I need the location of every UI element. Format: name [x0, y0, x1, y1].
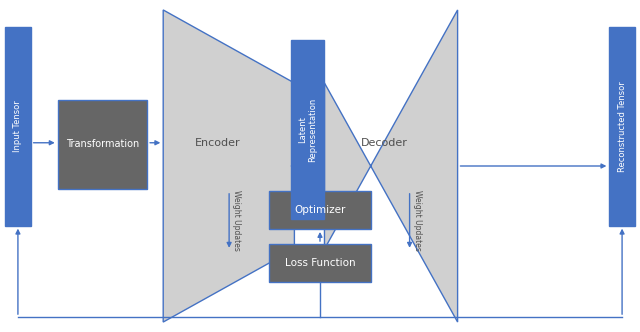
Text: Latent
Representation: Latent Representation: [298, 97, 317, 162]
Text: Optimizer: Optimizer: [294, 205, 346, 215]
Text: Input Tensor: Input Tensor: [13, 100, 22, 152]
Text: Weight Updates: Weight Updates: [232, 190, 241, 251]
FancyBboxPatch shape: [269, 244, 371, 282]
Text: Encoder: Encoder: [195, 138, 241, 148]
Text: Decoder: Decoder: [360, 138, 408, 148]
FancyBboxPatch shape: [269, 191, 371, 229]
Text: Reconstructed Tensor: Reconstructed Tensor: [618, 81, 627, 172]
FancyBboxPatch shape: [5, 27, 31, 226]
FancyBboxPatch shape: [291, 40, 324, 219]
FancyBboxPatch shape: [609, 27, 635, 226]
Text: Transformation: Transformation: [66, 139, 139, 149]
Text: Loss Function: Loss Function: [285, 258, 355, 268]
Polygon shape: [163, 10, 294, 322]
Text: Weight Updates: Weight Updates: [413, 190, 422, 251]
Polygon shape: [324, 10, 458, 322]
FancyBboxPatch shape: [58, 100, 147, 189]
